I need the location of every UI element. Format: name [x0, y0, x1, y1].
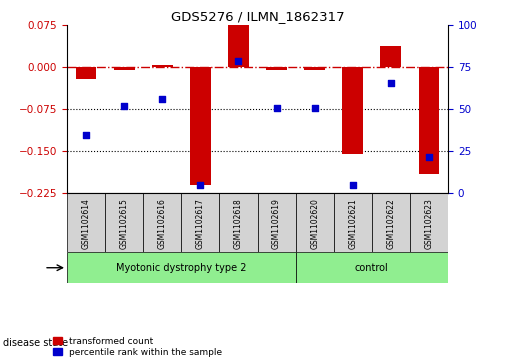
Bar: [304, 68, 325, 70]
Point: [349, 182, 357, 188]
Text: GSM1102618: GSM1102618: [234, 198, 243, 249]
Point: [82, 132, 90, 138]
Text: GSM1102622: GSM1102622: [386, 198, 396, 249]
Bar: [181, 193, 219, 252]
Bar: [296, 252, 448, 283]
Bar: [228, 25, 249, 68]
Bar: [266, 68, 287, 70]
Text: GSM1102619: GSM1102619: [272, 198, 281, 249]
Point: [387, 79, 395, 85]
Bar: [410, 193, 448, 252]
Bar: [419, 68, 439, 174]
Bar: [114, 68, 134, 70]
Text: control: control: [355, 263, 389, 273]
Bar: [342, 68, 363, 154]
Bar: [67, 193, 105, 252]
Bar: [296, 193, 334, 252]
Point: [311, 105, 319, 111]
Bar: [76, 68, 96, 79]
Bar: [258, 193, 296, 252]
Text: GSM1102623: GSM1102623: [424, 198, 434, 249]
Bar: [143, 193, 181, 252]
Text: GSM1102614: GSM1102614: [81, 198, 91, 249]
Point: [234, 58, 243, 64]
Text: GSM1102616: GSM1102616: [158, 198, 167, 249]
Bar: [190, 68, 211, 185]
Point: [120, 103, 128, 109]
Point: [158, 97, 166, 102]
Point: [272, 105, 281, 111]
Bar: [334, 193, 372, 252]
Legend: transformed count, percentile rank within the sample: transformed count, percentile rank withi…: [51, 335, 224, 359]
Point: [196, 182, 204, 188]
Bar: [152, 65, 173, 68]
Bar: [372, 193, 410, 252]
Text: GSM1102621: GSM1102621: [348, 198, 357, 249]
Text: GSM1102615: GSM1102615: [119, 198, 129, 249]
Bar: [105, 193, 143, 252]
Bar: [67, 252, 296, 283]
Point: [425, 154, 433, 159]
Bar: [219, 193, 258, 252]
Text: GSM1102620: GSM1102620: [310, 198, 319, 249]
Title: GDS5276 / ILMN_1862317: GDS5276 / ILMN_1862317: [170, 10, 345, 23]
Text: Myotonic dystrophy type 2: Myotonic dystrophy type 2: [116, 263, 247, 273]
Text: disease state: disease state: [3, 338, 67, 348]
Bar: [381, 46, 401, 68]
Text: GSM1102617: GSM1102617: [196, 198, 205, 249]
